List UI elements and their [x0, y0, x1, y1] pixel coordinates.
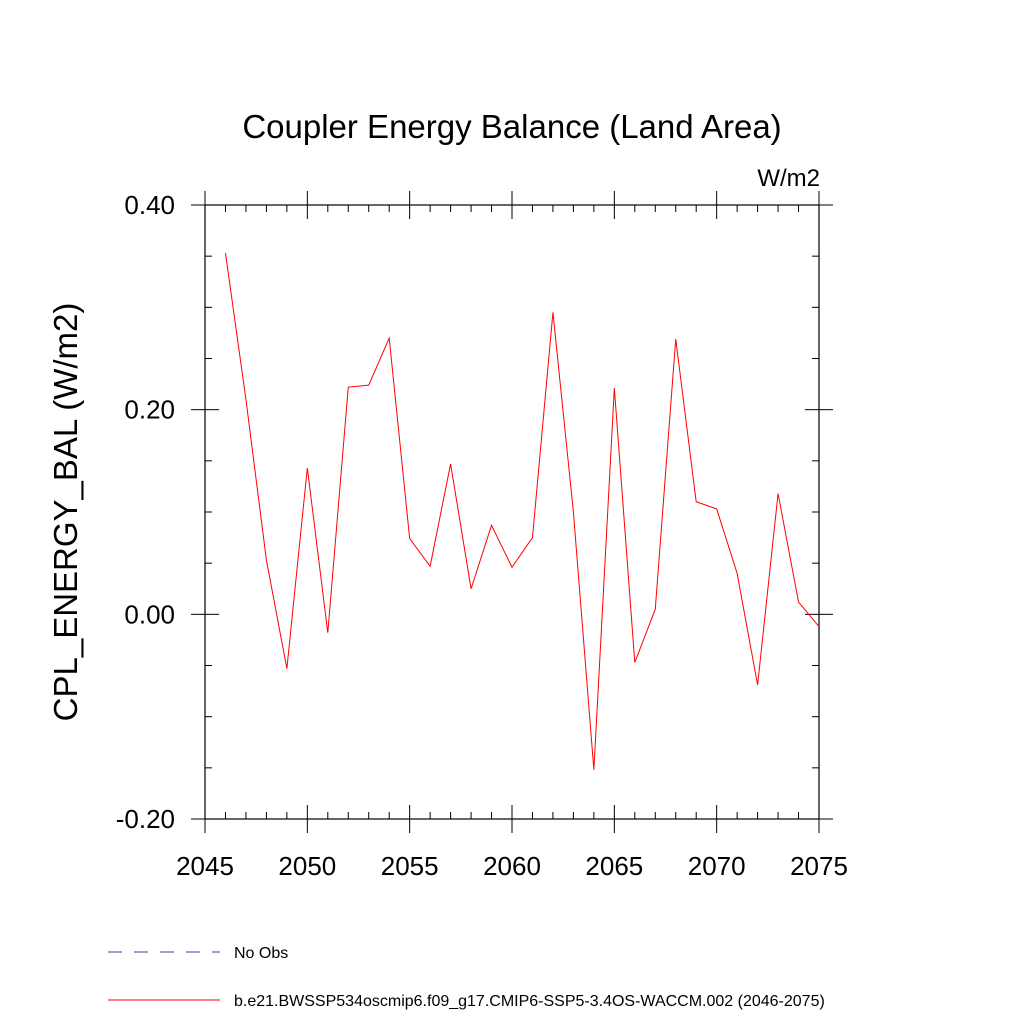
x-tick-label: 2065	[585, 851, 643, 881]
x-tick-label: 2055	[381, 851, 439, 881]
series-line	[224, 253, 820, 770]
series-lines	[224, 253, 820, 770]
units-label: W/m2	[757, 165, 820, 192]
chart-title: Coupler Energy Balance (Land Area)	[242, 108, 781, 145]
y-tick-label: 0.00	[124, 599, 175, 629]
x-tick-label: 2050	[278, 851, 336, 881]
y-tick-label: -0.20	[116, 804, 175, 834]
legend-label: b.e21.BWSSP534oscmip6.f09_g17.CMIP6-SSP5…	[234, 993, 825, 1010]
x-tick-label: 2075	[790, 851, 848, 881]
legend-label: No Obs	[234, 945, 288, 962]
y-tick-label: 0.40	[124, 190, 175, 220]
y-axis-label: CPL_ENERGY_BAL (W/m2)	[47, 303, 84, 722]
axis-ticks	[191, 191, 833, 833]
y-tick-label: 0.20	[124, 395, 175, 425]
plot-frame	[204, 204, 820, 820]
axis-tick-labels: 2045 2050 2055 2060 2065 2070 2075 -0.20 0.00 0.2…	[116, 190, 848, 881]
x-tick-label: 2060	[483, 851, 541, 881]
x-tick-label: 2070	[688, 851, 746, 881]
legend: No Obs b.e21.BWSSP534oscmip6.f09_g17.CMIP…	[108, 945, 825, 1010]
x-tick-label: 2045	[176, 851, 234, 881]
